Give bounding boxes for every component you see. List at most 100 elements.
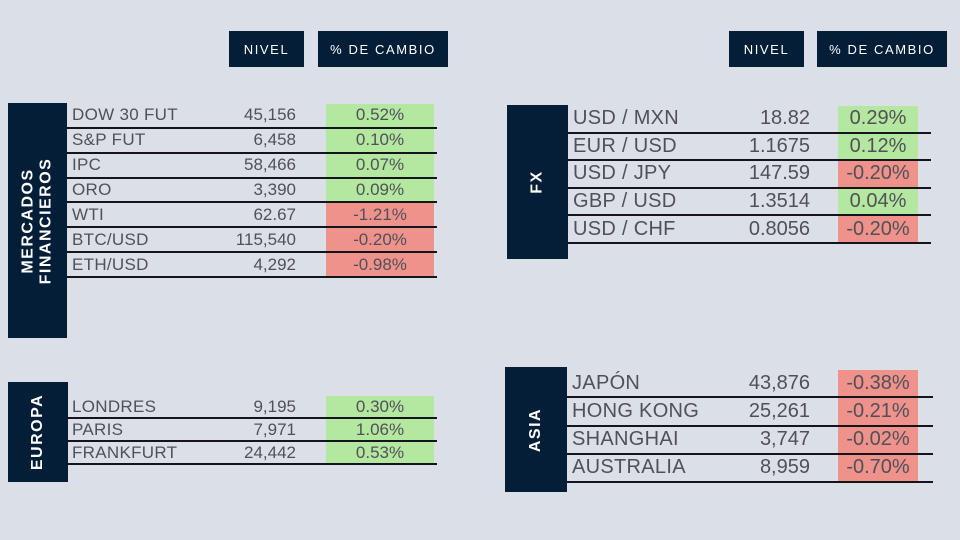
level-value: 25,261 xyxy=(748,399,810,422)
table-row: BTC/USD 115,540 -0.20% xyxy=(67,228,437,254)
row-tail xyxy=(434,419,437,440)
table-row: WTI 62.67 -1.21% xyxy=(67,203,437,229)
instrument-label: SHANGHAI xyxy=(572,428,679,451)
level-value: 43,876 xyxy=(748,371,810,394)
row-tail xyxy=(434,396,437,417)
row-tail xyxy=(918,427,933,453)
instrument-label: S&P FUT xyxy=(72,130,146,150)
level-value: 58,466 xyxy=(244,155,296,175)
instrument-label: LONDRES xyxy=(72,396,157,416)
instrument-label: BTC/USD xyxy=(72,229,149,249)
change-badge: -0.38% xyxy=(838,370,918,397)
row-tail xyxy=(918,216,931,242)
instrument-label: WTI xyxy=(72,204,105,224)
table-asia: JAPÓN 43,876 -0.38% HONG KONG 25,261 -0.… xyxy=(567,370,933,483)
change-badge: -1.21% xyxy=(326,203,434,227)
instrument-label: USD / MXN xyxy=(573,107,680,130)
change-badge: 0.10% xyxy=(326,128,434,152)
table-row: AUSTRALIA 8,959 -0.70% xyxy=(567,454,933,483)
table-row: DOW 30 FUT 45,156 0.52% xyxy=(67,104,437,129)
row-tail xyxy=(434,442,437,463)
table-row: EUR / USD 1.1675 0.12% xyxy=(568,133,931,162)
instrument-label: GBP / USD xyxy=(573,190,677,213)
row-tail xyxy=(434,203,437,226)
change-badge: 0.52% xyxy=(326,104,434,127)
table-row: FRANKFURT 24,442 0.53% xyxy=(67,442,437,465)
section-title: MERCADOS FINANCIEROS xyxy=(20,157,56,284)
level-value: 1.1675 xyxy=(748,134,810,157)
level-value: 6,458 xyxy=(253,130,296,150)
level-value: 62.67 xyxy=(253,204,296,224)
sidebar-asia: ASIA xyxy=(505,367,567,492)
table-row: JAPÓN 43,876 -0.38% xyxy=(567,370,933,399)
row-tail xyxy=(434,179,437,202)
level-value: 9,195 xyxy=(253,396,296,416)
column-header-nivel-left: NIVEL xyxy=(229,31,304,67)
level-value: 4,292 xyxy=(253,254,296,274)
change-badge: -0.70% xyxy=(838,454,918,481)
level-value: 45,156 xyxy=(244,105,296,125)
row-tail xyxy=(918,134,931,160)
table-row: LONDRES 9,195 0.30% xyxy=(67,396,437,419)
row-tail xyxy=(918,370,933,396)
table-row: S&P FUT 6,458 0.10% xyxy=(67,128,437,154)
instrument-label: HONG KONG xyxy=(572,399,700,422)
instrument-label: DOW 30 FUT xyxy=(72,105,178,125)
level-value: 3,390 xyxy=(253,180,296,199)
row-tail xyxy=(434,253,437,276)
section-title-line: MERCADOS xyxy=(19,167,37,274)
table-row: SHANGHAI 3,747 -0.02% xyxy=(567,426,933,455)
level-value: 147.59 xyxy=(748,162,810,185)
table-row: GBP / USD 1.3514 0.04% xyxy=(568,188,931,217)
table-row: IPC 58,466 0.07% xyxy=(67,153,437,179)
instrument-label: EUR / USD xyxy=(573,134,677,157)
instrument-label: FRANKFURT xyxy=(72,442,178,462)
change-badge: 1.06% xyxy=(326,419,434,440)
section-title-line: FINANCIEROS xyxy=(37,157,55,284)
table-row: USD / JPY 147.59 -0.20% xyxy=(568,161,931,189)
table-row: ETH/USD 4,292 -0.98% xyxy=(67,253,437,279)
table-fx: USD / MXN 18.82 0.29% EUR / USD 1.1675 0… xyxy=(568,106,931,244)
instrument-label: AUSTRALIA xyxy=(572,456,686,479)
row-tail xyxy=(918,398,933,424)
change-badge: 0.07% xyxy=(326,153,434,177)
table-row: USD / CHF 0.8056 -0.20% xyxy=(568,216,931,244)
row-tail xyxy=(434,154,437,177)
section-title: FX xyxy=(528,170,546,194)
row-tail xyxy=(918,106,931,132)
change-badge: -0.21% xyxy=(838,398,918,425)
change-badge: 0.30% xyxy=(326,396,434,417)
row-tail xyxy=(434,104,437,127)
sidebar-fx: FX xyxy=(507,105,568,259)
instrument-label: ORO xyxy=(72,180,112,199)
row-tail xyxy=(434,228,437,251)
instrument-label: USD / CHF xyxy=(573,217,676,240)
level-value: 8,959 xyxy=(759,456,810,479)
change-badge: -0.20% xyxy=(838,216,918,242)
level-value: 24,442 xyxy=(244,442,296,462)
column-header-nivel-right: NIVEL xyxy=(729,31,804,67)
table-row: HONG KONG 25,261 -0.21% xyxy=(567,398,933,427)
row-tail xyxy=(918,189,931,215)
column-header-cambio-right: % DE CAMBIO xyxy=(817,31,947,67)
sidebar-mercados-financieros: MERCADOS FINANCIEROS xyxy=(8,103,67,338)
instrument-label: IPC xyxy=(72,155,102,175)
sidebar-europa: EUROPA xyxy=(8,382,68,482)
level-value: 3,747 xyxy=(759,428,810,451)
instrument-label: PARIS xyxy=(72,419,124,439)
row-tail xyxy=(918,161,931,187)
table-mercados-financieros: DOW 30 FUT 45,156 0.52% S&P FUT 6,458 0.… xyxy=(67,104,437,279)
table-europa: LONDRES 9,195 0.30% PARIS 7,971 1.06% FR… xyxy=(67,396,437,465)
change-badge: 0.29% xyxy=(838,106,918,132)
table-row: USD / MXN 18.82 0.29% xyxy=(568,106,931,134)
section-title: EUROPA xyxy=(29,393,47,471)
section-title: ASIA xyxy=(526,407,544,452)
table-row: ORO 3,390 0.09% xyxy=(67,178,437,204)
column-header-cambio-left: % DE CAMBIO xyxy=(318,31,448,67)
level-value: 0.8056 xyxy=(748,217,810,240)
row-tail xyxy=(434,129,437,152)
change-badge: -0.98% xyxy=(326,253,434,277)
level-value: 115,540 xyxy=(235,229,296,249)
change-badge: -0.20% xyxy=(838,161,918,187)
